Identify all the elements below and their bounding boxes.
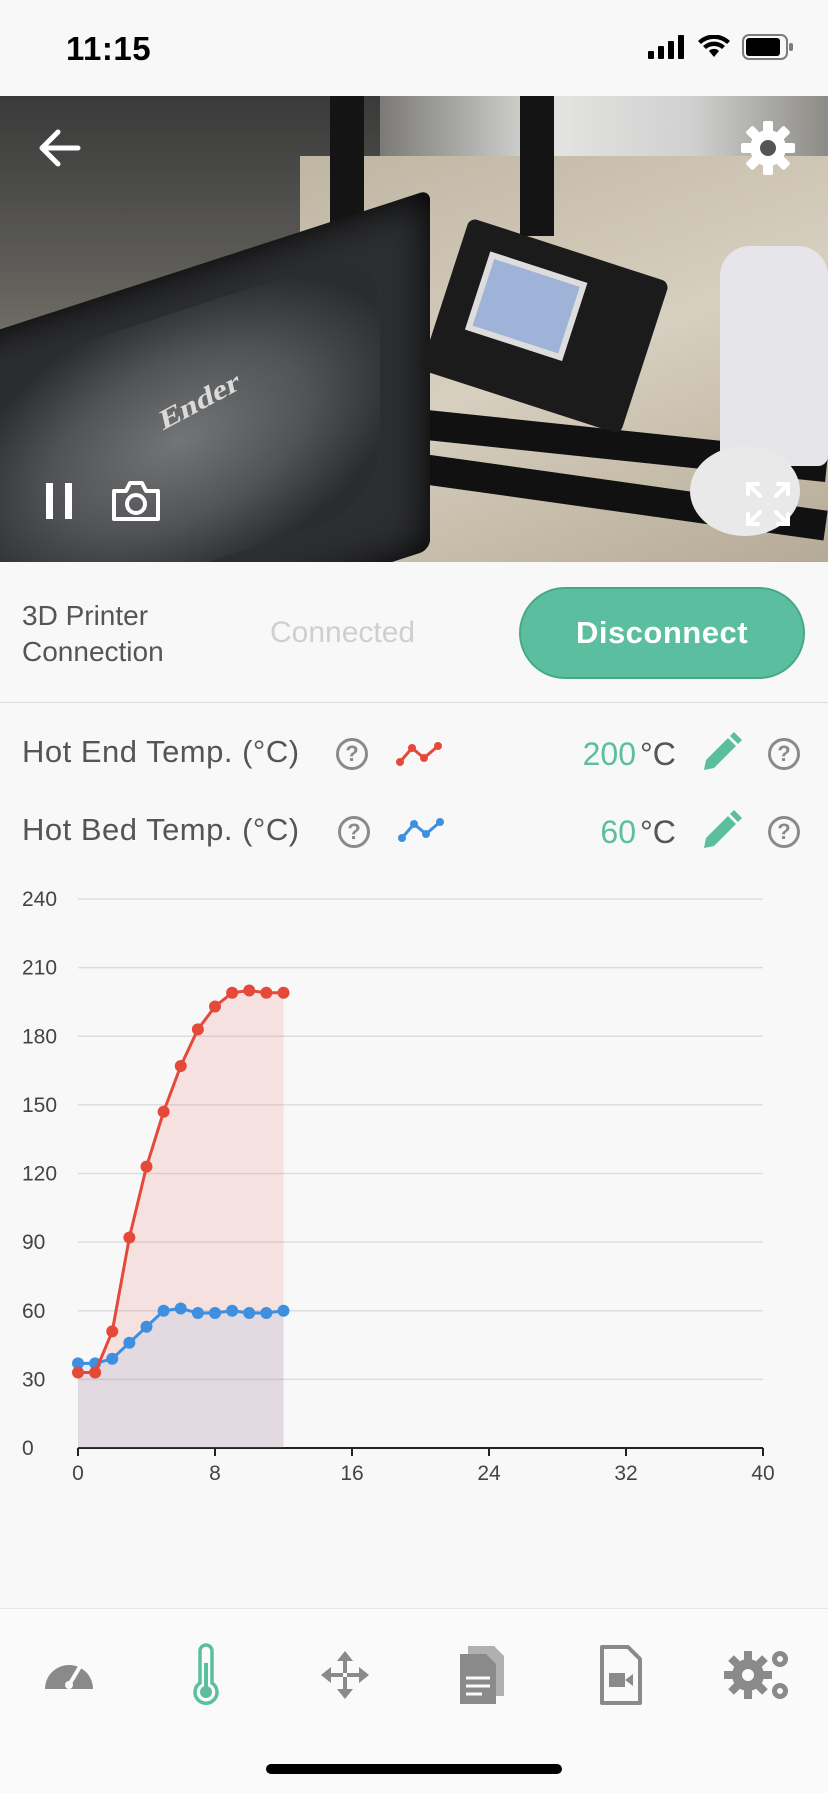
data-point-series-1 bbox=[89, 1366, 102, 1379]
status-bar: 11:15 bbox=[0, 0, 828, 96]
y-tick-label: 150 bbox=[22, 1094, 57, 1117]
home-indicator[interactable] bbox=[266, 1764, 562, 1774]
data-point-series-2 bbox=[174, 1302, 187, 1315]
x-tick-label: 0 bbox=[72, 1462, 84, 1485]
cellular-signal-icon bbox=[648, 35, 684, 59]
camera-icon bbox=[112, 481, 160, 521]
connection-row: 3D Printer Connection Connected Disconne… bbox=[0, 562, 828, 703]
pause-icon bbox=[46, 483, 72, 519]
y-tick-label: 90 bbox=[22, 1231, 45, 1254]
data-point-series-1 bbox=[140, 1160, 153, 1173]
hot-end-row: Hot End Temp. (°C) ? 200 °C ? bbox=[0, 724, 828, 784]
files-icon bbox=[460, 1646, 504, 1704]
tab-dashboard[interactable] bbox=[33, 1639, 105, 1711]
gear-icon bbox=[741, 121, 795, 175]
data-point-series-2 bbox=[191, 1307, 204, 1320]
camera-feed[interactable]: Ender bbox=[0, 96, 828, 562]
x-tick-label: 24 bbox=[477, 1462, 501, 1485]
series-area-1 bbox=[78, 990, 284, 1448]
connection-label: 3D Printer Connection bbox=[22, 600, 164, 667]
data-point-series-2 bbox=[72, 1357, 84, 1370]
data-point-series-2 bbox=[243, 1307, 256, 1320]
camera-settings-button[interactable] bbox=[736, 116, 800, 180]
tab-files[interactable] bbox=[446, 1639, 518, 1711]
hot-end-edit-pencil-icon[interactable] bbox=[698, 732, 742, 776]
back-arrow-icon bbox=[39, 129, 81, 167]
temperature-chart-svg: 0 30 60 90 120 150 180 210 240 0 8 16 24 32 40 bbox=[22, 888, 775, 1485]
hot-end-value: 200 bbox=[582, 736, 636, 772]
video-file-icon bbox=[600, 1645, 642, 1705]
data-point-series-2 bbox=[277, 1304, 290, 1317]
data-point-series-1 bbox=[191, 1023, 204, 1036]
tab-settings[interactable] bbox=[722, 1639, 794, 1711]
camera-device bbox=[720, 246, 828, 466]
status-time: 11:15 bbox=[66, 30, 152, 67]
y-tick-label: 240 bbox=[22, 888, 57, 911]
printer-lcd bbox=[465, 251, 588, 361]
hot-bed-help-icon[interactable]: ? bbox=[338, 816, 370, 848]
tab-video[interactable] bbox=[585, 1639, 657, 1711]
x-tick-label: 32 bbox=[614, 1462, 637, 1485]
connection-status: Connected bbox=[270, 616, 416, 649]
move-arrows-icon bbox=[321, 1651, 369, 1699]
thermometer-icon bbox=[193, 1643, 219, 1705]
data-point-series-1 bbox=[226, 986, 239, 999]
disconnect-button[interactable]: Disconnect bbox=[519, 587, 805, 679]
fullscreen-button[interactable] bbox=[740, 476, 796, 532]
data-point-series-2 bbox=[123, 1336, 136, 1349]
y-tick-label: 180 bbox=[22, 1025, 57, 1048]
hot-bed-edit-pencil-icon[interactable] bbox=[698, 810, 742, 854]
temperature-chart: 0 30 60 90 120 150 180 210 240 0 8 16 24 32 40 bbox=[0, 870, 828, 1490]
hot-end-label: Hot End Temp. (°C) bbox=[22, 734, 300, 769]
data-point-series-1 bbox=[277, 986, 290, 999]
hot-bed-label: Hot Bed Temp. (°C) bbox=[22, 812, 300, 847]
data-point-series-2 bbox=[260, 1307, 273, 1320]
dashboard-gauge-icon bbox=[45, 1663, 93, 1689]
pause-button[interactable] bbox=[36, 476, 82, 526]
hot-bed-value: 60 bbox=[600, 814, 636, 850]
hot-bed-target-help-icon[interactable]: ? bbox=[768, 816, 800, 848]
hot-bed-unit: °C bbox=[640, 814, 676, 850]
data-point-series-2 bbox=[106, 1352, 119, 1365]
data-point-series-1 bbox=[243, 984, 256, 997]
hot-bed-row: Hot Bed Temp. (°C) ? 60 °C ? bbox=[0, 802, 828, 862]
data-point-series-1 bbox=[72, 1366, 84, 1379]
data-point-series-2 bbox=[226, 1304, 239, 1317]
hot-end-target-help-icon[interactable]: ? bbox=[768, 738, 800, 770]
battery-icon bbox=[742, 34, 793, 60]
hot-bed-line-icon bbox=[398, 818, 444, 842]
data-point-series-1 bbox=[106, 1325, 119, 1338]
wifi-icon bbox=[698, 35, 730, 57]
x-tick-label: 8 bbox=[209, 1462, 221, 1485]
y-tick-label: 210 bbox=[22, 957, 57, 980]
data-point-series-1 bbox=[123, 1231, 136, 1244]
y-tick-label: 120 bbox=[22, 1163, 57, 1186]
data-point-series-1 bbox=[209, 1000, 221, 1013]
tab-temperature[interactable] bbox=[170, 1639, 242, 1711]
y-tick-label: 30 bbox=[22, 1368, 45, 1391]
tab-move[interactable] bbox=[309, 1639, 381, 1711]
data-point-series-2 bbox=[140, 1320, 153, 1333]
data-point-series-2 bbox=[209, 1307, 221, 1320]
data-point-series-2 bbox=[157, 1304, 170, 1317]
data-point-series-1 bbox=[174, 1059, 187, 1072]
hot-end-line-icon bbox=[396, 742, 442, 766]
x-tick-label: 16 bbox=[340, 1462, 363, 1485]
y-tick-label: 60 bbox=[22, 1300, 45, 1323]
hot-end-help-icon[interactable]: ? bbox=[336, 738, 368, 770]
printer-frame-rear bbox=[520, 96, 554, 236]
y-tick-label: 0 bbox=[22, 1437, 34, 1460]
x-tick-label: 40 bbox=[751, 1462, 774, 1485]
data-point-series-1 bbox=[157, 1105, 170, 1118]
hot-end-unit: °C bbox=[640, 736, 676, 772]
settings-gears-icon bbox=[724, 1651, 788, 1699]
snapshot-button[interactable] bbox=[108, 476, 164, 526]
fullscreen-icon bbox=[746, 482, 790, 526]
status-icons bbox=[648, 34, 794, 60]
back-button[interactable] bbox=[30, 118, 90, 178]
data-point-series-1 bbox=[260, 986, 273, 999]
bottom-tab-bar bbox=[0, 1608, 828, 1793]
